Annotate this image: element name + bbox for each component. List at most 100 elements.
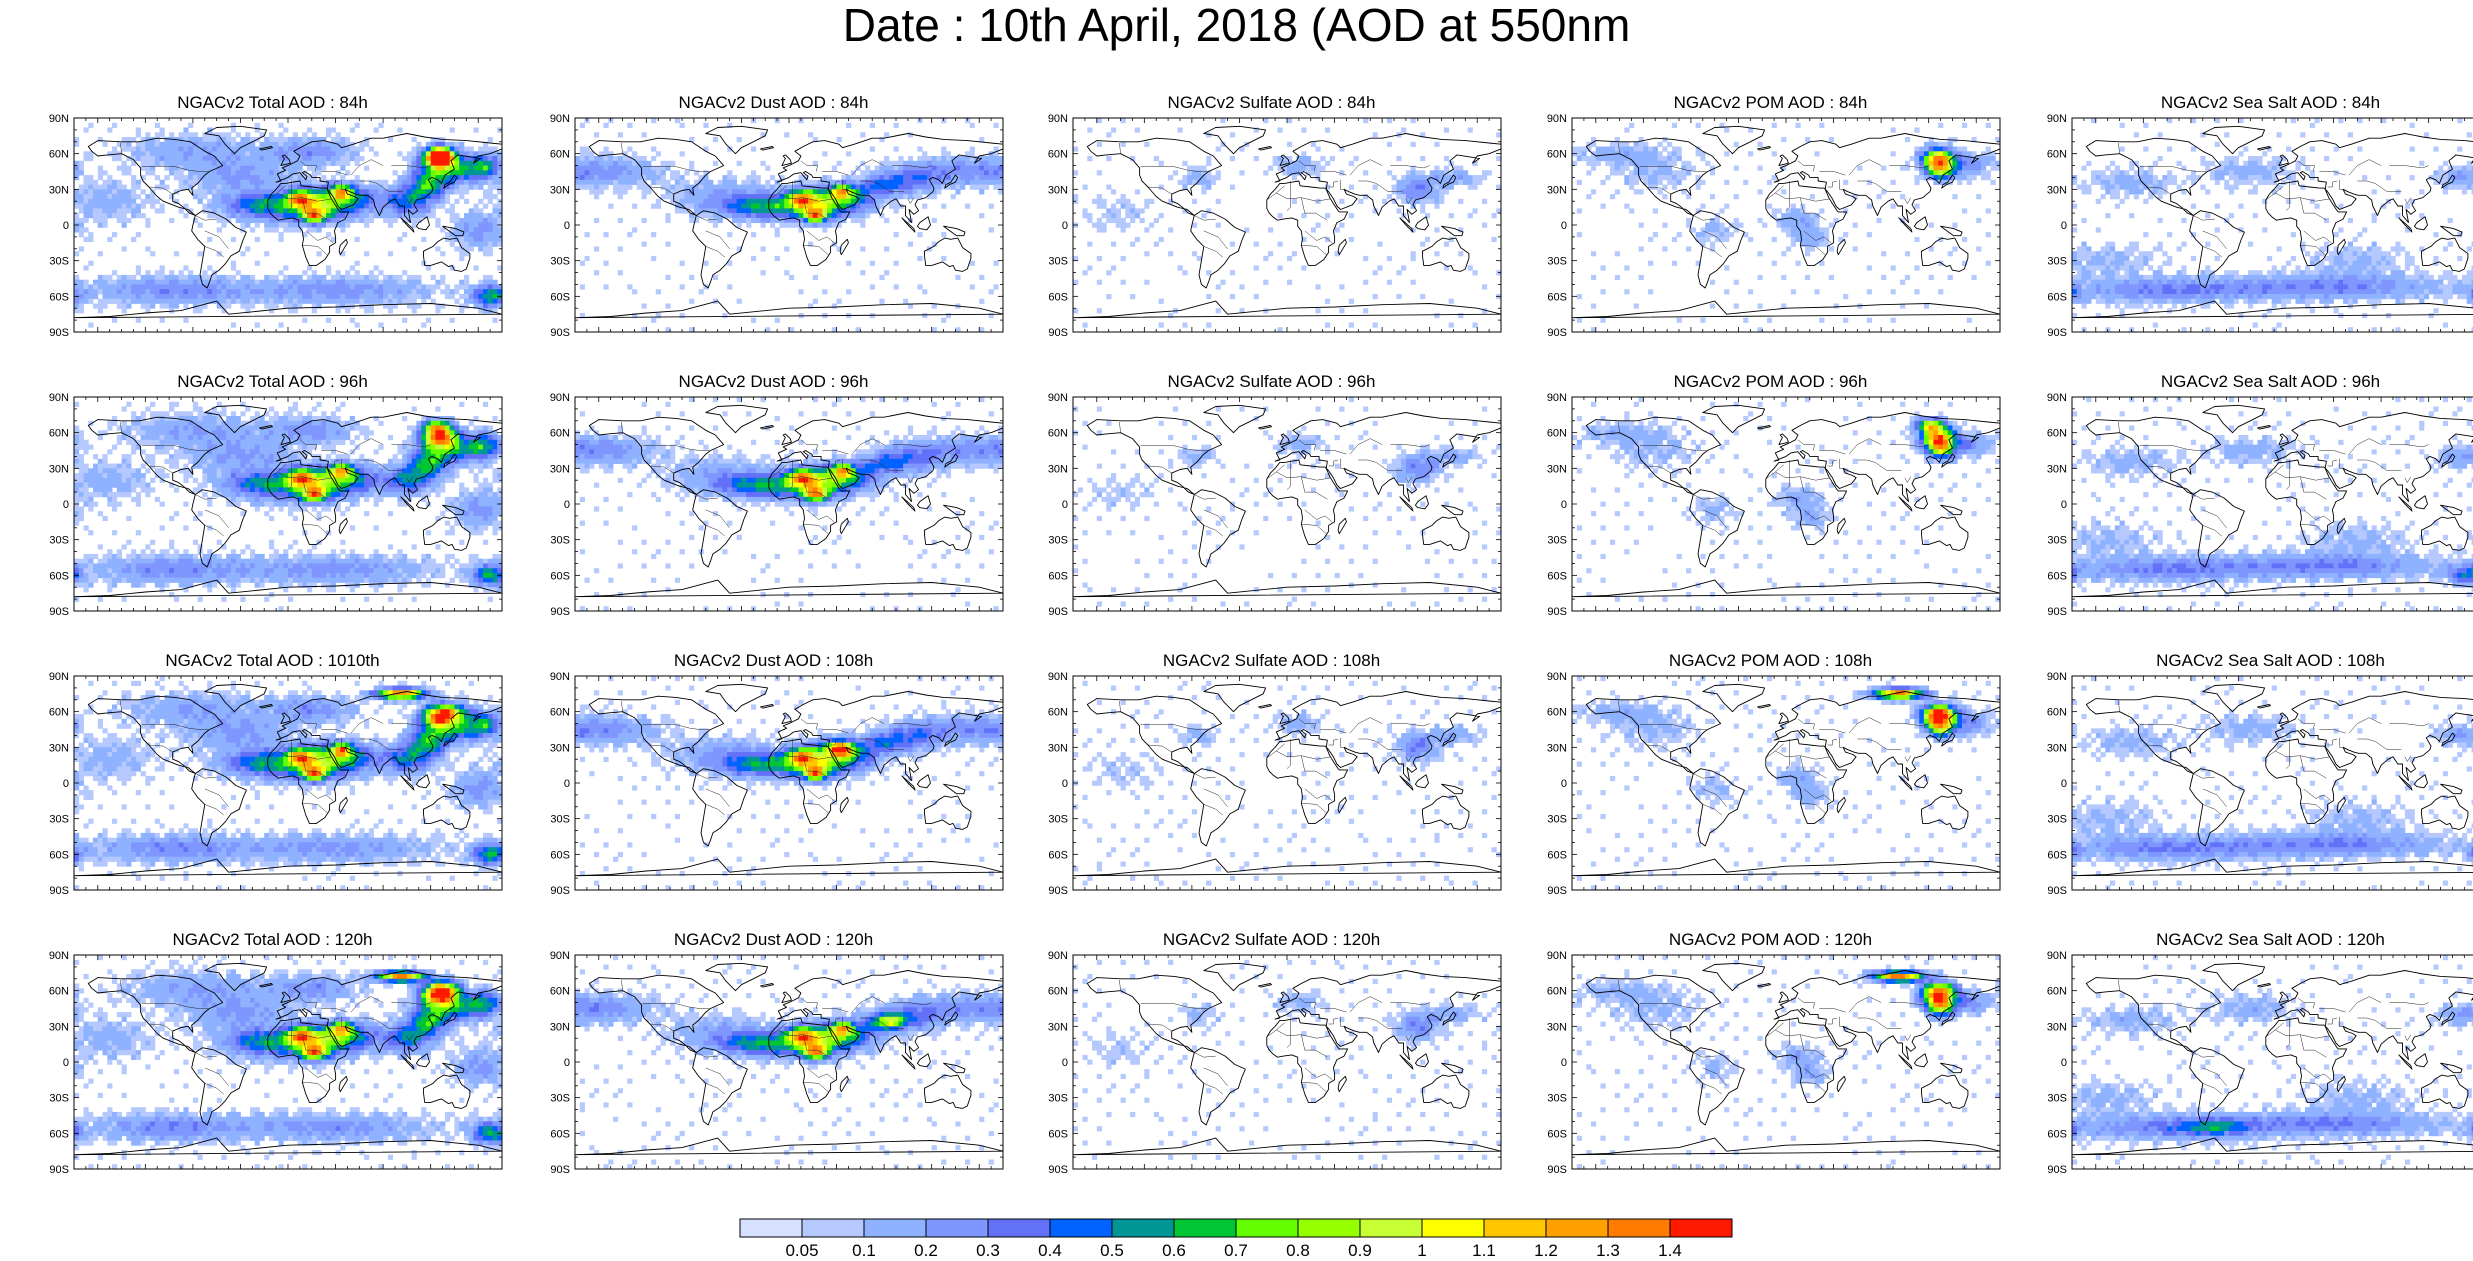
- colorbar-label: 0.8: [1286, 1241, 1310, 1260]
- axis-ticks: [1072, 117, 1502, 333]
- lat-tick-label: 0: [564, 220, 570, 232]
- lat-tick-label: 30N: [2047, 463, 2067, 475]
- country-borders: [1618, 979, 1929, 1095]
- axis-ticks: [1072, 396, 1502, 612]
- map-panel: 90N60N30N030S60S90S160W120W80W40W040E80E…: [2034, 650, 2473, 898]
- lat-tick-label: 60N: [550, 707, 570, 719]
- lat-tick-label: 60S: [49, 849, 69, 861]
- panel-title: NGACv2 POM AOD : 84h: [1534, 92, 2007, 114]
- map-panel: 90N60N30N030S60S90S160W120W80W40W040E80E…: [537, 650, 1010, 898]
- panel-title: NGACv2 Sulfate AOD : 96h: [1035, 371, 1508, 393]
- lat-tick-label: 60N: [2047, 149, 2067, 161]
- lat-tick-label: 90S: [1547, 885, 1567, 897]
- country-borders: [1119, 142, 1430, 258]
- country-borders: [1119, 979, 1430, 1095]
- aod-field: [575, 397, 1004, 612]
- lat-tick-label: 30N: [1547, 742, 1567, 754]
- colorbar-swatch: [739, 1218, 803, 1238]
- lat-tick-label: 90N: [49, 113, 69, 125]
- coastlines: [73, 404, 503, 598]
- map-panel: 90N60N30N030S60S90S160W120W80W40W040E80E…: [36, 929, 509, 1177]
- aod-map: 90N60N30N030S60S90S160W120W80W40W040E80E…: [2047, 392, 2473, 618]
- lat-tick-label: 30N: [2047, 1021, 2067, 1033]
- lat-tick-label: 90S: [49, 1164, 69, 1176]
- colorbar-label: 0.7: [1224, 1241, 1248, 1260]
- lat-tick-label: 30S: [49, 814, 69, 826]
- lat-tick-label: 90S: [2047, 885, 2067, 897]
- lat-tick-label: 90N: [550, 671, 570, 683]
- lat-tick-label: 0: [2061, 778, 2067, 790]
- axis-ticks: [2071, 396, 2465, 612]
- map-frame: [1072, 117, 1502, 333]
- aod-field: [575, 118, 1004, 333]
- panel-title: NGACv2 Total AOD : 1010th: [36, 650, 509, 672]
- axis-ticks: [73, 117, 503, 333]
- lat-tick-label: 30N: [1547, 184, 1567, 196]
- lat-tick-label: 90S: [49, 606, 69, 618]
- coastlines: [574, 404, 1004, 598]
- colorbar-swatch: [863, 1218, 927, 1238]
- country-borders: [2118, 979, 2429, 1095]
- panel-title: NGACv2 Dust AOD : 84h: [537, 92, 1010, 114]
- lat-tick-label: 90N: [2047, 392, 2067, 404]
- lat-tick-label: 90S: [1547, 1164, 1567, 1176]
- aod-field: [2072, 955, 2473, 1165]
- lat-tick-label: 90S: [2047, 606, 2067, 618]
- lat-tick-label: 60S: [2047, 849, 2067, 861]
- aod-field: [1073, 959, 1502, 1170]
- coastlines: [1072, 683, 1502, 877]
- lat-tick-label: 90N: [2047, 113, 2067, 125]
- lat-tick-label: 90N: [550, 950, 570, 962]
- lat-tick-label: 0: [564, 499, 570, 511]
- coastlines: [1072, 962, 1502, 1156]
- lat-tick-label: 30S: [1048, 1093, 1068, 1105]
- colorbar-label: 0.4: [1038, 1241, 1062, 1260]
- panel-title: NGACv2 Sulfate AOD : 120h: [1035, 929, 1508, 951]
- map-panel: 90N60N30N030S60S90S160W120W80W40W040E80E…: [537, 371, 1010, 619]
- lat-tick-label: 60S: [1048, 570, 1068, 582]
- aod-field: [1572, 397, 2001, 612]
- country-borders: [1119, 700, 1430, 816]
- lat-tick-label: 60N: [1547, 707, 1567, 719]
- colorbar-label: 0.9: [1348, 1241, 1372, 1260]
- lat-tick-label: 30N: [1048, 1021, 1068, 1033]
- lat-tick-label: 60N: [550, 149, 570, 161]
- lat-tick-label: 0: [1561, 220, 1567, 232]
- lat-tick-label: 30S: [550, 256, 570, 268]
- colorbar: 0.05 0.1 0.2 0.3 0.4 0.5 0.6 0.7 0.8 0.9 1 1.1 1.2 1.…: [739, 1218, 1733, 1260]
- lat-tick-label: 30N: [550, 463, 570, 475]
- lat-tick-label: 30S: [49, 256, 69, 268]
- coastlines: [1571, 683, 2001, 877]
- panel-title: NGACv2 Total AOD : 120h: [36, 929, 509, 951]
- axis-ticks: [2071, 954, 2465, 1170]
- axis-ticks: [73, 396, 503, 612]
- map-panel: 90N60N30N030S60S90S160W120W80W40W040E80E…: [1534, 650, 2007, 898]
- colorbar-swatch: [925, 1218, 989, 1238]
- map-panel: 90N60N30N030S60S90S160W120W80W40W040E80E…: [1534, 92, 2007, 340]
- axis-ticks: [574, 396, 1004, 612]
- colorbar-swatch: [1049, 1218, 1113, 1238]
- colorbar-label: 1.3: [1596, 1241, 1620, 1260]
- lat-tick-label: 90N: [1547, 113, 1567, 125]
- lat-tick-label: 30S: [1547, 814, 1567, 826]
- lat-tick-label: 90N: [1048, 950, 1068, 962]
- aod-map: 90N60N30N030S60S90S160W120W80W40W040E80E…: [1048, 671, 1502, 897]
- map-panel: 90N60N30N030S60S90S160W120W80W40W040E80E…: [1035, 371, 1508, 619]
- lat-tick-label: 30N: [1547, 463, 1567, 475]
- lat-tick-label: 90S: [2047, 327, 2067, 339]
- lat-tick-label: 30N: [2047, 184, 2067, 196]
- lat-tick-label: 30S: [2047, 1093, 2067, 1105]
- colorbar-label: 1.4: [1658, 1241, 1682, 1260]
- lat-tick-label: 30N: [550, 742, 570, 754]
- lat-tick-label: 60S: [550, 849, 570, 861]
- aod-field: [1572, 676, 2001, 891]
- country-borders: [1618, 421, 1929, 537]
- lat-tick-label: 30S: [550, 814, 570, 826]
- lat-tick-label: 60N: [2047, 707, 2067, 719]
- map-frame: [1072, 675, 1502, 891]
- panel-title: NGACv2 Total AOD : 96h: [36, 371, 509, 393]
- coastlines: [2071, 404, 2473, 598]
- coastlines: [2071, 125, 2473, 319]
- lat-tick-label: 30S: [49, 535, 69, 547]
- country-borders: [120, 421, 431, 537]
